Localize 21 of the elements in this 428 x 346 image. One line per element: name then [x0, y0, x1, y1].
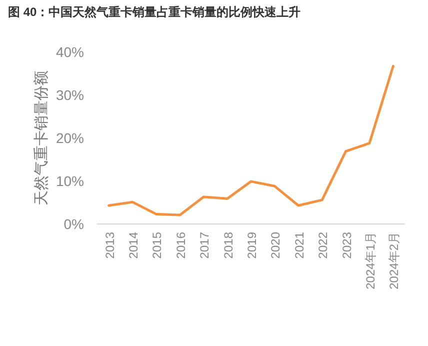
chart-title: 图 40：中国天然气重卡销量占重卡销量的比例快速上升 — [8, 5, 301, 19]
x-tick-label: 2019 — [245, 232, 259, 259]
x-tick-label: 2021 — [292, 232, 306, 259]
y-tick-label: 10% — [56, 173, 84, 189]
x-tick-label: 2014 — [126, 232, 141, 259]
y-tick-label: 40% — [56, 44, 84, 60]
x-tick-label: 2017 — [198, 232, 212, 259]
x-tick-label: 2022 — [316, 232, 330, 259]
y-tick-label: 0% — [64, 216, 84, 232]
x-tick-label: 2020 — [268, 232, 283, 259]
x-tick-label: 2024年1月 — [363, 232, 378, 290]
x-tick-label: 2013 — [102, 232, 117, 259]
x-tick-label: 2023 — [340, 232, 354, 259]
line-series — [108, 64, 394, 216]
y-axis-title: 天然气重卡销量份额 — [33, 70, 50, 206]
y-tick-label: 20% — [56, 130, 84, 146]
x-tick-label: 2015 — [150, 232, 164, 259]
x-tick-label: 2018 — [221, 232, 236, 259]
x-tick-label: 2024年2月 — [387, 232, 402, 290]
x-tick-label: 2016 — [174, 232, 188, 259]
y-tick-label: 30% — [56, 87, 84, 103]
